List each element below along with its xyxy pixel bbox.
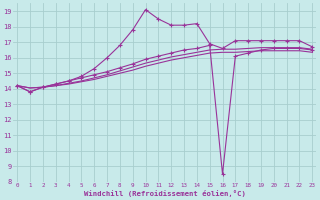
- X-axis label: Windchill (Refroidissement éolien,°C): Windchill (Refroidissement éolien,°C): [84, 190, 246, 197]
